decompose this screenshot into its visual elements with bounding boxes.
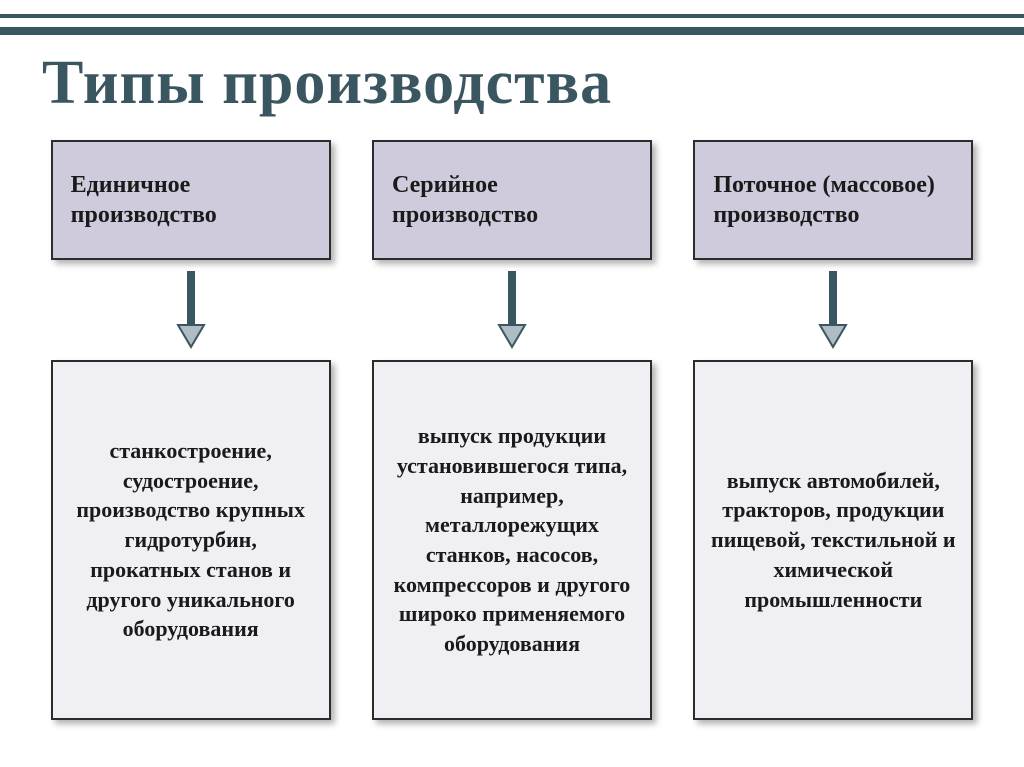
header-box: Поточное (массовое) производство [693, 140, 973, 260]
header-text: Серийное производство [392, 170, 632, 230]
description-text: выпуск автомобилей, тракторов, продукции… [709, 466, 957, 614]
description-box: станкостроение, судостроение, производст… [51, 360, 331, 720]
column-mass-production: Поточное (массовое) производство выпуск … [683, 140, 983, 720]
arrow-down-icon [818, 260, 848, 360]
arrow-down-icon [497, 260, 527, 360]
description-text: станкостроение, судостроение, производст… [67, 436, 315, 644]
description-text: выпуск продукции установившегося типа, н… [388, 421, 636, 659]
header-text: Поточное (массовое) производство [713, 170, 953, 230]
columns-container: Единичное производство станкостроение, с… [0, 140, 1024, 720]
header-box: Серийное производство [372, 140, 652, 260]
decorative-top-band [0, 27, 1024, 35]
decorative-top-line [0, 14, 1024, 18]
description-box: выпуск продукции установившегося типа, н… [372, 360, 652, 720]
arrow-down-icon [176, 260, 206, 360]
page-title: Типы производства [42, 48, 612, 119]
header-text: Единичное производство [71, 170, 311, 230]
description-box: выпуск автомобилей, тракторов, продукции… [693, 360, 973, 720]
column-serial-production: Серийное производство выпуск продукции у… [362, 140, 662, 720]
header-box: Единичное производство [51, 140, 331, 260]
column-unit-production: Единичное производство станкостроение, с… [41, 140, 341, 720]
